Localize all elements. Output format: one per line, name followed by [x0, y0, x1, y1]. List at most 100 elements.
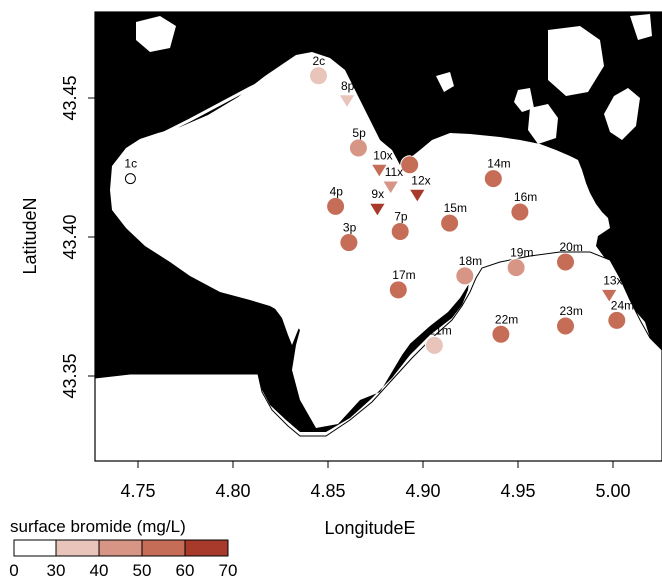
station-label: 15m: [444, 201, 467, 215]
station-circle-marker: [556, 316, 575, 336]
station-circle-marker: [440, 213, 460, 233]
x-tick-label: 5.00: [595, 481, 630, 501]
station-circle-marker: [390, 221, 410, 241]
station-13x[interactable]: 13x: [600, 273, 623, 304]
station-circle-marker: [506, 258, 526, 278]
lake-ne-3: [528, 104, 558, 144]
station-triangle-marker: [600, 288, 619, 304]
coastline: [95, 251, 662, 437]
station-19m[interactable]: 19m: [506, 246, 533, 278]
legend-bin: [13, 539, 57, 557]
lake-ne-6: [436, 72, 454, 92]
jetty-2: [300, 195, 346, 246]
station-3p[interactable]: 3p: [339, 221, 359, 253]
station-2c[interactable]: 2c: [309, 54, 328, 86]
station-circle-marker: [424, 335, 444, 355]
station-15m[interactable]: 15m: [440, 201, 467, 233]
y-tick-label: 43.45: [60, 75, 80, 120]
station-label: 9x: [371, 187, 384, 201]
station-circle-marker: [339, 233, 359, 253]
legend-title: surface bromide (mg/L): [10, 517, 186, 536]
legend-colorbar: [13, 539, 229, 557]
station-circle-marker: [491, 324, 511, 344]
station-4p[interactable]: 4p: [326, 184, 346, 216]
station-21m[interactable]: 21m: [424, 323, 452, 355]
station-12x[interactable]: 12x: [408, 173, 431, 204]
station-14m[interactable]: 14m: [483, 157, 511, 189]
station-circle-marker: [556, 252, 575, 272]
station-23m[interactable]: 23m: [556, 304, 583, 336]
station-label: 3p: [343, 221, 357, 235]
station-label: 20m: [560, 240, 583, 254]
x-tick-label: 4.80: [215, 481, 250, 501]
legend-bin: [98, 539, 143, 557]
station-label: 1c: [124, 157, 137, 171]
lake-ne-1: [548, 26, 604, 96]
lake-ne-7: [560, 166, 576, 184]
station-circle-marker: [607, 310, 627, 330]
station-20m[interactable]: 20m: [556, 240, 583, 272]
x-tick-label: 4.75: [120, 481, 155, 501]
station-5p[interactable]: 5p: [348, 126, 368, 158]
station-label: 2c: [313, 54, 326, 68]
legend-bin: [55, 539, 100, 557]
legend-tick-label: 70: [219, 561, 238, 579]
x-axis: 4.75 4.80 4.85 4.90 4.95 5.00: [120, 461, 631, 501]
station-label: 17m: [392, 268, 415, 282]
station-label: 21m: [428, 323, 451, 337]
station-markers: 1c 2c 8p 5p 6p 10x 11x 12x 9x 4p 3p 7p 14m 15m 16m 17m 1…: [124, 54, 634, 355]
station-triangle-marker: [408, 188, 427, 204]
station-circle-marker: [388, 280, 408, 300]
land-main: [95, 12, 662, 432]
station-circle-marker: [483, 169, 503, 189]
legend-tick-label: 30: [47, 561, 66, 579]
west-channel: [115, 175, 300, 345]
station-triangle-marker: [370, 163, 389, 179]
station-circle-marker: [326, 196, 346, 216]
lake-ne-2: [604, 88, 640, 140]
x-axis-label: LongitudeE: [324, 518, 415, 538]
station-label: 24m: [611, 298, 634, 312]
station-label: 4p: [330, 184, 344, 198]
station-9x[interactable]: 9x: [368, 187, 387, 218]
station-8p[interactable]: 8p: [338, 79, 356, 109]
station-label: 10x: [373, 148, 392, 162]
legend-tick-labels: 0 30 40 50 60 70: [9, 561, 238, 580]
station-label: 23m: [560, 304, 583, 318]
legend-tick-label: 40: [90, 561, 109, 579]
x-tick-label: 4.95: [500, 481, 535, 501]
station-circle-marker: [510, 202, 530, 222]
station-1c[interactable]: 1c: [124, 157, 137, 185]
station-label: 7p: [394, 209, 408, 223]
station-circle-marker: [455, 266, 475, 286]
station-11x[interactable]: 11x: [381, 165, 403, 195]
station-16m[interactable]: 16m: [510, 190, 537, 222]
station-22m[interactable]: 22m: [491, 312, 518, 344]
station-triangle-marker: [338, 94, 356, 109]
station-18m[interactable]: 18m: [455, 254, 482, 286]
x-tick-label: 4.85: [310, 481, 345, 501]
station-label: 18m: [459, 254, 482, 268]
station-10x[interactable]: 10x: [370, 148, 393, 179]
station-24m[interactable]: 24m: [607, 298, 634, 330]
station-7p[interactable]: 7p: [390, 209, 410, 241]
y-axis-label: LatitudeN: [20, 197, 40, 274]
station-label: 11x: [385, 165, 403, 179]
legend-tick-label: 50: [133, 561, 152, 579]
legend-bin: [184, 539, 229, 557]
station-label: 12x: [411, 173, 430, 187]
lake-ne-5: [630, 14, 652, 40]
station-label: 19m: [510, 246, 533, 260]
station-label: 5p: [352, 126, 366, 140]
station-6p[interactable]: 6p: [400, 143, 420, 175]
station-label: 16m: [514, 190, 537, 204]
lake-ne-4: [514, 88, 534, 112]
y-axis: 43.35 43.40 43.45: [60, 75, 95, 399]
legend-bin: [141, 539, 186, 557]
station-label: 13x: [603, 273, 622, 287]
station-17m[interactable]: 17m: [388, 268, 416, 300]
station-label: 8p: [341, 79, 355, 93]
canal-1: [139, 56, 313, 147]
